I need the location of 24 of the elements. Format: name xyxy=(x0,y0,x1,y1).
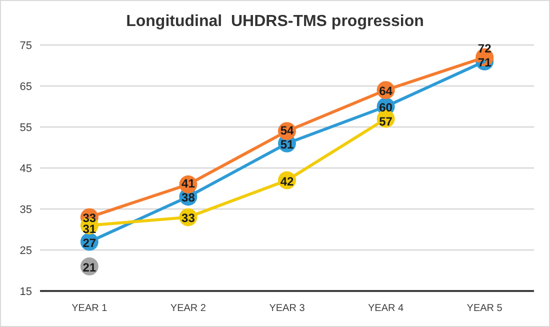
y-tick-label: 35 xyxy=(20,204,32,216)
y-tick-label: 25 xyxy=(20,245,32,257)
data-label: 57 xyxy=(379,114,393,128)
data-label: 33 xyxy=(182,211,196,226)
data-label: 27 xyxy=(82,236,96,250)
data-label: 54 xyxy=(280,123,294,138)
y-tick-label: 45 xyxy=(20,163,32,175)
x-tick-label: YEAR 4 xyxy=(368,303,404,314)
x-tick-label: YEAR 2 xyxy=(170,303,206,314)
x-tick-label: YEAR 1 xyxy=(72,303,108,314)
data-label: 41 xyxy=(182,176,196,191)
y-tick-label: 15 xyxy=(20,286,32,298)
x-tick-label: YEAR 3 xyxy=(269,303,306,314)
data-label: 51 xyxy=(280,137,294,152)
y-tick-label: 75 xyxy=(20,40,32,52)
data-label: 64 xyxy=(379,84,393,98)
x-tick-label: YEAR 5 xyxy=(466,303,503,314)
data-label: 21 xyxy=(82,260,96,274)
y-tick-label: 65 xyxy=(20,81,32,93)
y-tick-label: 55 xyxy=(20,122,32,134)
chart-title: Longitudinal UHDRS-TMS progression xyxy=(126,13,424,30)
data-label: 38 xyxy=(182,190,196,205)
data-label: 33 xyxy=(82,211,96,226)
data-label: 42 xyxy=(280,174,294,188)
